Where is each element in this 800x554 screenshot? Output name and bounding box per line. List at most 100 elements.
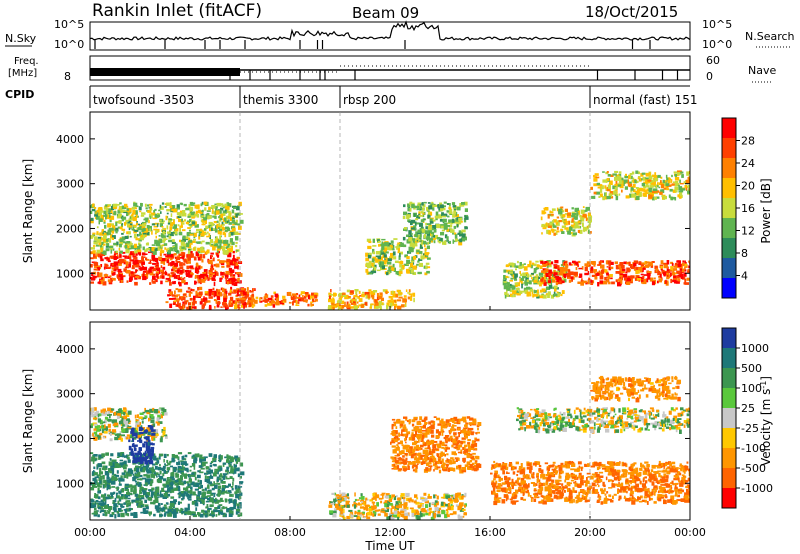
heatmap-cell bbox=[120, 503, 123, 508]
heatmap-cell bbox=[163, 253, 167, 256]
heatmap-cell bbox=[139, 432, 144, 435]
heatmap-cell bbox=[459, 233, 463, 237]
heatmap-cell bbox=[126, 213, 129, 217]
heatmap-cell bbox=[254, 299, 258, 304]
heatmap-cell bbox=[228, 213, 232, 217]
heatmap-cell bbox=[674, 173, 677, 177]
heatmap-cell bbox=[147, 449, 151, 453]
heatmap-cell bbox=[314, 299, 318, 302]
heatmap-cell bbox=[211, 277, 216, 281]
heatmap-cell bbox=[95, 500, 99, 503]
heatmap-cell bbox=[686, 277, 690, 281]
heatmap-cell bbox=[116, 241, 119, 246]
heatmap-cell bbox=[100, 505, 104, 509]
heatmap-cell bbox=[407, 219, 411, 222]
heatmap-cell bbox=[182, 237, 186, 242]
heatmap-cell bbox=[93, 417, 98, 420]
power-ylabel: Slant Range [km] bbox=[21, 159, 35, 263]
heatmap-cell bbox=[606, 266, 609, 268]
heatmap-cell bbox=[224, 209, 227, 212]
heatmap-cell bbox=[168, 289, 172, 294]
heatmap-cell bbox=[163, 235, 166, 238]
heatmap-cell bbox=[611, 281, 615, 285]
heatmap-cell bbox=[106, 214, 110, 220]
heatmap-cell bbox=[524, 289, 529, 294]
heatmap-cell bbox=[111, 493, 113, 498]
heatmap-cell bbox=[141, 420, 144, 424]
heatmap-cell bbox=[226, 280, 229, 285]
heatmap-cell bbox=[217, 239, 222, 244]
heatmap-cell bbox=[193, 299, 196, 304]
heatmap-cell bbox=[144, 499, 147, 503]
heatmap-cell bbox=[99, 279, 104, 285]
heatmap-cell bbox=[655, 268, 658, 273]
heatmap-cell bbox=[135, 498, 140, 503]
heatmap-cell bbox=[192, 514, 197, 518]
heatmap-cell bbox=[96, 226, 99, 229]
heatmap-cell bbox=[181, 472, 184, 476]
heatmap-cell bbox=[580, 217, 585, 222]
heatmap-cell bbox=[638, 279, 640, 282]
heatmap-cell bbox=[136, 459, 141, 463]
heatmap-cell bbox=[150, 501, 154, 505]
heatmap-cell bbox=[184, 236, 189, 240]
heatmap-cell bbox=[173, 499, 177, 502]
heatmap-cell bbox=[135, 252, 138, 256]
heatmap-cell bbox=[136, 245, 141, 250]
heatmap-cell bbox=[377, 240, 381, 243]
heatmap-cell bbox=[385, 256, 388, 260]
heatmap-cell bbox=[131, 265, 135, 269]
heatmap-cell bbox=[199, 211, 203, 214]
heatmap-cell bbox=[104, 232, 107, 236]
heatmap-cell bbox=[181, 492, 185, 494]
heatmap-cell bbox=[588, 277, 591, 280]
heatmap-cell bbox=[191, 221, 196, 225]
heatmap-cell bbox=[113, 419, 118, 424]
heatmap-cell bbox=[154, 257, 159, 263]
heatmap-cell bbox=[582, 213, 587, 218]
heatmap-cell bbox=[166, 225, 169, 230]
heatmap-cell bbox=[236, 256, 240, 260]
heatmap-cell bbox=[549, 210, 552, 213]
heatmap-cell bbox=[417, 202, 422, 205]
heatmap-cell bbox=[213, 264, 217, 267]
heatmap-cell bbox=[129, 253, 134, 256]
heatmap-cell bbox=[99, 232, 103, 236]
heatmap-cell bbox=[550, 271, 554, 274]
heatmap-cell bbox=[392, 293, 396, 298]
heatmap-cell bbox=[145, 449, 149, 452]
heatmap-cell bbox=[615, 264, 619, 270]
heatmap-cell bbox=[116, 488, 118, 492]
heatmap-cell bbox=[688, 188, 690, 191]
heatmap-cell bbox=[208, 271, 213, 275]
heatmap-cell bbox=[218, 455, 222, 459]
heatmap-cell bbox=[224, 274, 228, 279]
heatmap-cell bbox=[182, 254, 185, 260]
heatmap-cell bbox=[138, 501, 141, 505]
heatmap-cell bbox=[110, 467, 115, 472]
heatmap-cell bbox=[214, 306, 216, 309]
heatmap-cell bbox=[92, 460, 95, 464]
heatmap-cell bbox=[138, 437, 141, 442]
heatmap-cell bbox=[152, 423, 156, 427]
heatmap-cell bbox=[93, 253, 96, 258]
heatmap-cell bbox=[197, 453, 200, 458]
heatmap-cell bbox=[98, 281, 101, 285]
heatmap-cell bbox=[195, 263, 199, 266]
heatmap-cell bbox=[234, 302, 238, 306]
heatmap-cell bbox=[134, 250, 138, 254]
heatmap-cell bbox=[428, 229, 432, 232]
heatmap-cell bbox=[397, 512, 399, 515]
heatmap-cell bbox=[93, 472, 98, 476]
heatmap-cell bbox=[370, 511, 373, 516]
freq-trace bbox=[90, 65, 690, 80]
heatmap-cell bbox=[187, 256, 191, 261]
heatmap-cell bbox=[607, 174, 611, 177]
heatmap-cell bbox=[163, 243, 168, 246]
heatmap-cell bbox=[208, 269, 213, 272]
nave-label: Nave bbox=[748, 64, 776, 77]
heatmap-cell bbox=[111, 408, 115, 411]
heatmap-cell bbox=[233, 281, 238, 286]
heatmap-cell bbox=[155, 240, 160, 244]
heatmap-cell bbox=[406, 216, 410, 220]
